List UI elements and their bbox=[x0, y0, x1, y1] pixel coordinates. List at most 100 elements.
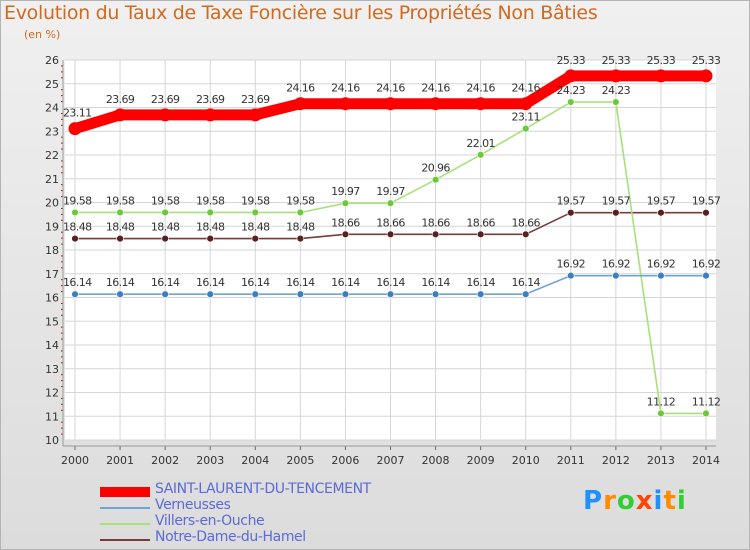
x-tick-label: 2001 bbox=[106, 454, 134, 467]
data-point-notre-dame-du-hamel bbox=[161, 234, 169, 243]
proxiti-logo: Proxiti bbox=[583, 486, 687, 516]
logo-letter: x bbox=[635, 486, 654, 516]
data-point-saint-laurent-du-tencement bbox=[338, 97, 352, 111]
x-tick-label: 2010 bbox=[512, 454, 540, 467]
data-point-villers-en-ouche bbox=[702, 409, 710, 418]
x-tick-label: 2005 bbox=[286, 454, 314, 467]
data-point-notre-dame-du-hamel bbox=[476, 230, 485, 239]
data-point-notre-dame-du-hamel bbox=[116, 234, 124, 243]
legend-swatch bbox=[100, 523, 150, 525]
data-point-saint-laurent-du-tencement bbox=[68, 122, 82, 136]
data-point-notre-dame-du-hamel bbox=[341, 230, 350, 239]
data-label-verneusses: 16.92 bbox=[602, 258, 631, 271]
data-point-verneusses bbox=[71, 290, 79, 298]
data-point-verneusses bbox=[567, 271, 575, 280]
x-tick-label: 2012 bbox=[602, 454, 630, 467]
data-point-verneusses bbox=[161, 290, 169, 298]
data-label-saint-laurent-du-tencement: 24.16 bbox=[421, 82, 450, 95]
y-tick-label: 22 bbox=[45, 149, 59, 162]
data-label-verneusses: 16.14 bbox=[151, 276, 180, 289]
y-tick-label: 24 bbox=[45, 102, 59, 115]
data-label-saint-laurent-du-tencement: 23.69 bbox=[196, 93, 225, 106]
y-tick-label: 15 bbox=[45, 315, 59, 328]
data-label-verneusses: 16.14 bbox=[421, 276, 450, 289]
chart-subtitle: (en %) bbox=[24, 28, 61, 41]
logo-letter: r bbox=[603, 486, 617, 516]
data-label-villers-en-ouche: 19.58 bbox=[151, 194, 180, 207]
logo-letter: t bbox=[663, 486, 677, 516]
logo-letter: i bbox=[676, 486, 687, 516]
data-label-villers-en-ouche: 24.23 bbox=[602, 84, 631, 97]
data-label-verneusses: 16.14 bbox=[63, 276, 92, 289]
data-label-verneusses: 16.92 bbox=[557, 258, 586, 271]
data-label-verneusses: 16.14 bbox=[331, 276, 360, 289]
data-label-villers-en-ouche: 11.12 bbox=[692, 395, 721, 408]
data-label-villers-en-ouche: 19.58 bbox=[106, 194, 135, 207]
data-point-villers-en-ouche bbox=[296, 208, 305, 217]
data-point-saint-laurent-du-tencement bbox=[248, 108, 262, 122]
y-tick-label: 13 bbox=[45, 363, 59, 376]
data-point-notre-dame-du-hamel bbox=[522, 230, 530, 239]
y-tick-label: 10 bbox=[45, 434, 59, 447]
x-tick-label: 2007 bbox=[377, 454, 405, 467]
data-point-verneusses bbox=[296, 290, 305, 298]
data-label-villers-en-ouche: 19.58 bbox=[196, 194, 225, 207]
x-tick-label: 2014 bbox=[692, 454, 720, 467]
data-label-saint-laurent-du-tencement: 24.16 bbox=[511, 82, 540, 95]
gridlines bbox=[65, 59, 716, 441]
y-tick-label: 23 bbox=[45, 125, 59, 138]
data-point-saint-laurent-du-tencement bbox=[699, 69, 713, 83]
data-label-saint-laurent-du-tencement: 23.69 bbox=[151, 93, 180, 106]
data-point-saint-laurent-du-tencement bbox=[429, 97, 443, 111]
data-point-notre-dame-du-hamel bbox=[251, 234, 259, 243]
data-label-saint-laurent-du-tencement: 23.69 bbox=[241, 93, 270, 106]
y-tick-label: 20 bbox=[45, 197, 59, 210]
data-point-villers-en-ouche bbox=[657, 409, 665, 418]
data-label-verneusses: 16.14 bbox=[241, 276, 270, 289]
y-tick-label: 17 bbox=[45, 268, 59, 281]
data-label-notre-dame-du-hamel: 19.57 bbox=[602, 195, 631, 208]
data-point-notre-dame-du-hamel bbox=[296, 234, 305, 243]
legend-label: SAINT-LAURENT-DU-TENCEMENT bbox=[155, 481, 371, 497]
data-label-saint-laurent-du-tencement: 23.11 bbox=[63, 107, 92, 120]
data-label-villers-en-ouche: 24.23 bbox=[557, 84, 586, 97]
data-point-verneusses bbox=[476, 290, 485, 298]
data-label-notre-dame-du-hamel: 18.48 bbox=[106, 221, 135, 234]
data-label-saint-laurent-du-tencement: 25.33 bbox=[692, 54, 721, 67]
legend-label: Notre-Dame-du-Hamel bbox=[155, 529, 306, 545]
y-tick-label: 18 bbox=[45, 244, 59, 257]
data-label-notre-dame-du-hamel: 18.48 bbox=[241, 221, 270, 234]
data-point-villers-en-ouche bbox=[612, 98, 620, 106]
data-label-notre-dame-du-hamel: 18.66 bbox=[511, 216, 540, 229]
data-point-saint-laurent-du-tencement bbox=[654, 69, 668, 83]
data-point-notre-dame-du-hamel bbox=[206, 234, 214, 243]
data-label-verneusses: 16.14 bbox=[466, 276, 495, 289]
data-label-verneusses: 16.14 bbox=[106, 276, 135, 289]
data-point-villers-en-ouche bbox=[161, 208, 169, 217]
data-point-notre-dame-du-hamel bbox=[71, 234, 79, 243]
data-point-saint-laurent-du-tencement bbox=[564, 69, 578, 83]
x-tick-label: 2003 bbox=[196, 454, 224, 467]
data-label-saint-laurent-du-tencement: 24.16 bbox=[286, 82, 315, 95]
data-label-villers-en-ouche: 11.12 bbox=[647, 395, 676, 408]
data-label-villers-en-ouche: 22.01 bbox=[466, 137, 495, 150]
data-labels: 18.48 18.48 18.48 18.48 18.48 18.48 18.66 18.66… bbox=[63, 54, 721, 408]
data-point-saint-laurent-du-tencement bbox=[158, 108, 172, 122]
data-label-saint-laurent-du-tencement: 24.16 bbox=[376, 82, 405, 95]
data-label-notre-dame-du-hamel: 18.48 bbox=[63, 221, 92, 234]
data-label-saint-laurent-du-tencement: 25.33 bbox=[557, 54, 586, 67]
legend-swatch bbox=[100, 487, 150, 497]
data-label-saint-laurent-du-tencement: 23.69 bbox=[106, 93, 135, 106]
x-tick-label: 2011 bbox=[557, 454, 585, 467]
data-label-villers-en-ouche: 19.58 bbox=[286, 194, 315, 207]
data-label-verneusses: 16.14 bbox=[511, 276, 540, 289]
y-tick-label: 14 bbox=[45, 339, 59, 352]
y-tick-label: 11 bbox=[45, 410, 59, 423]
data-label-saint-laurent-du-tencement: 25.33 bbox=[647, 54, 676, 67]
legend-label: Villers-en-Ouche bbox=[155, 513, 265, 529]
data-point-villers-en-ouche bbox=[116, 208, 124, 217]
data-point-villers-en-ouche bbox=[206, 208, 214, 217]
data-label-saint-laurent-du-tencement: 24.16 bbox=[331, 82, 360, 95]
legend-label: Verneusses bbox=[155, 497, 231, 513]
data-point-villers-en-ouche bbox=[476, 151, 485, 159]
